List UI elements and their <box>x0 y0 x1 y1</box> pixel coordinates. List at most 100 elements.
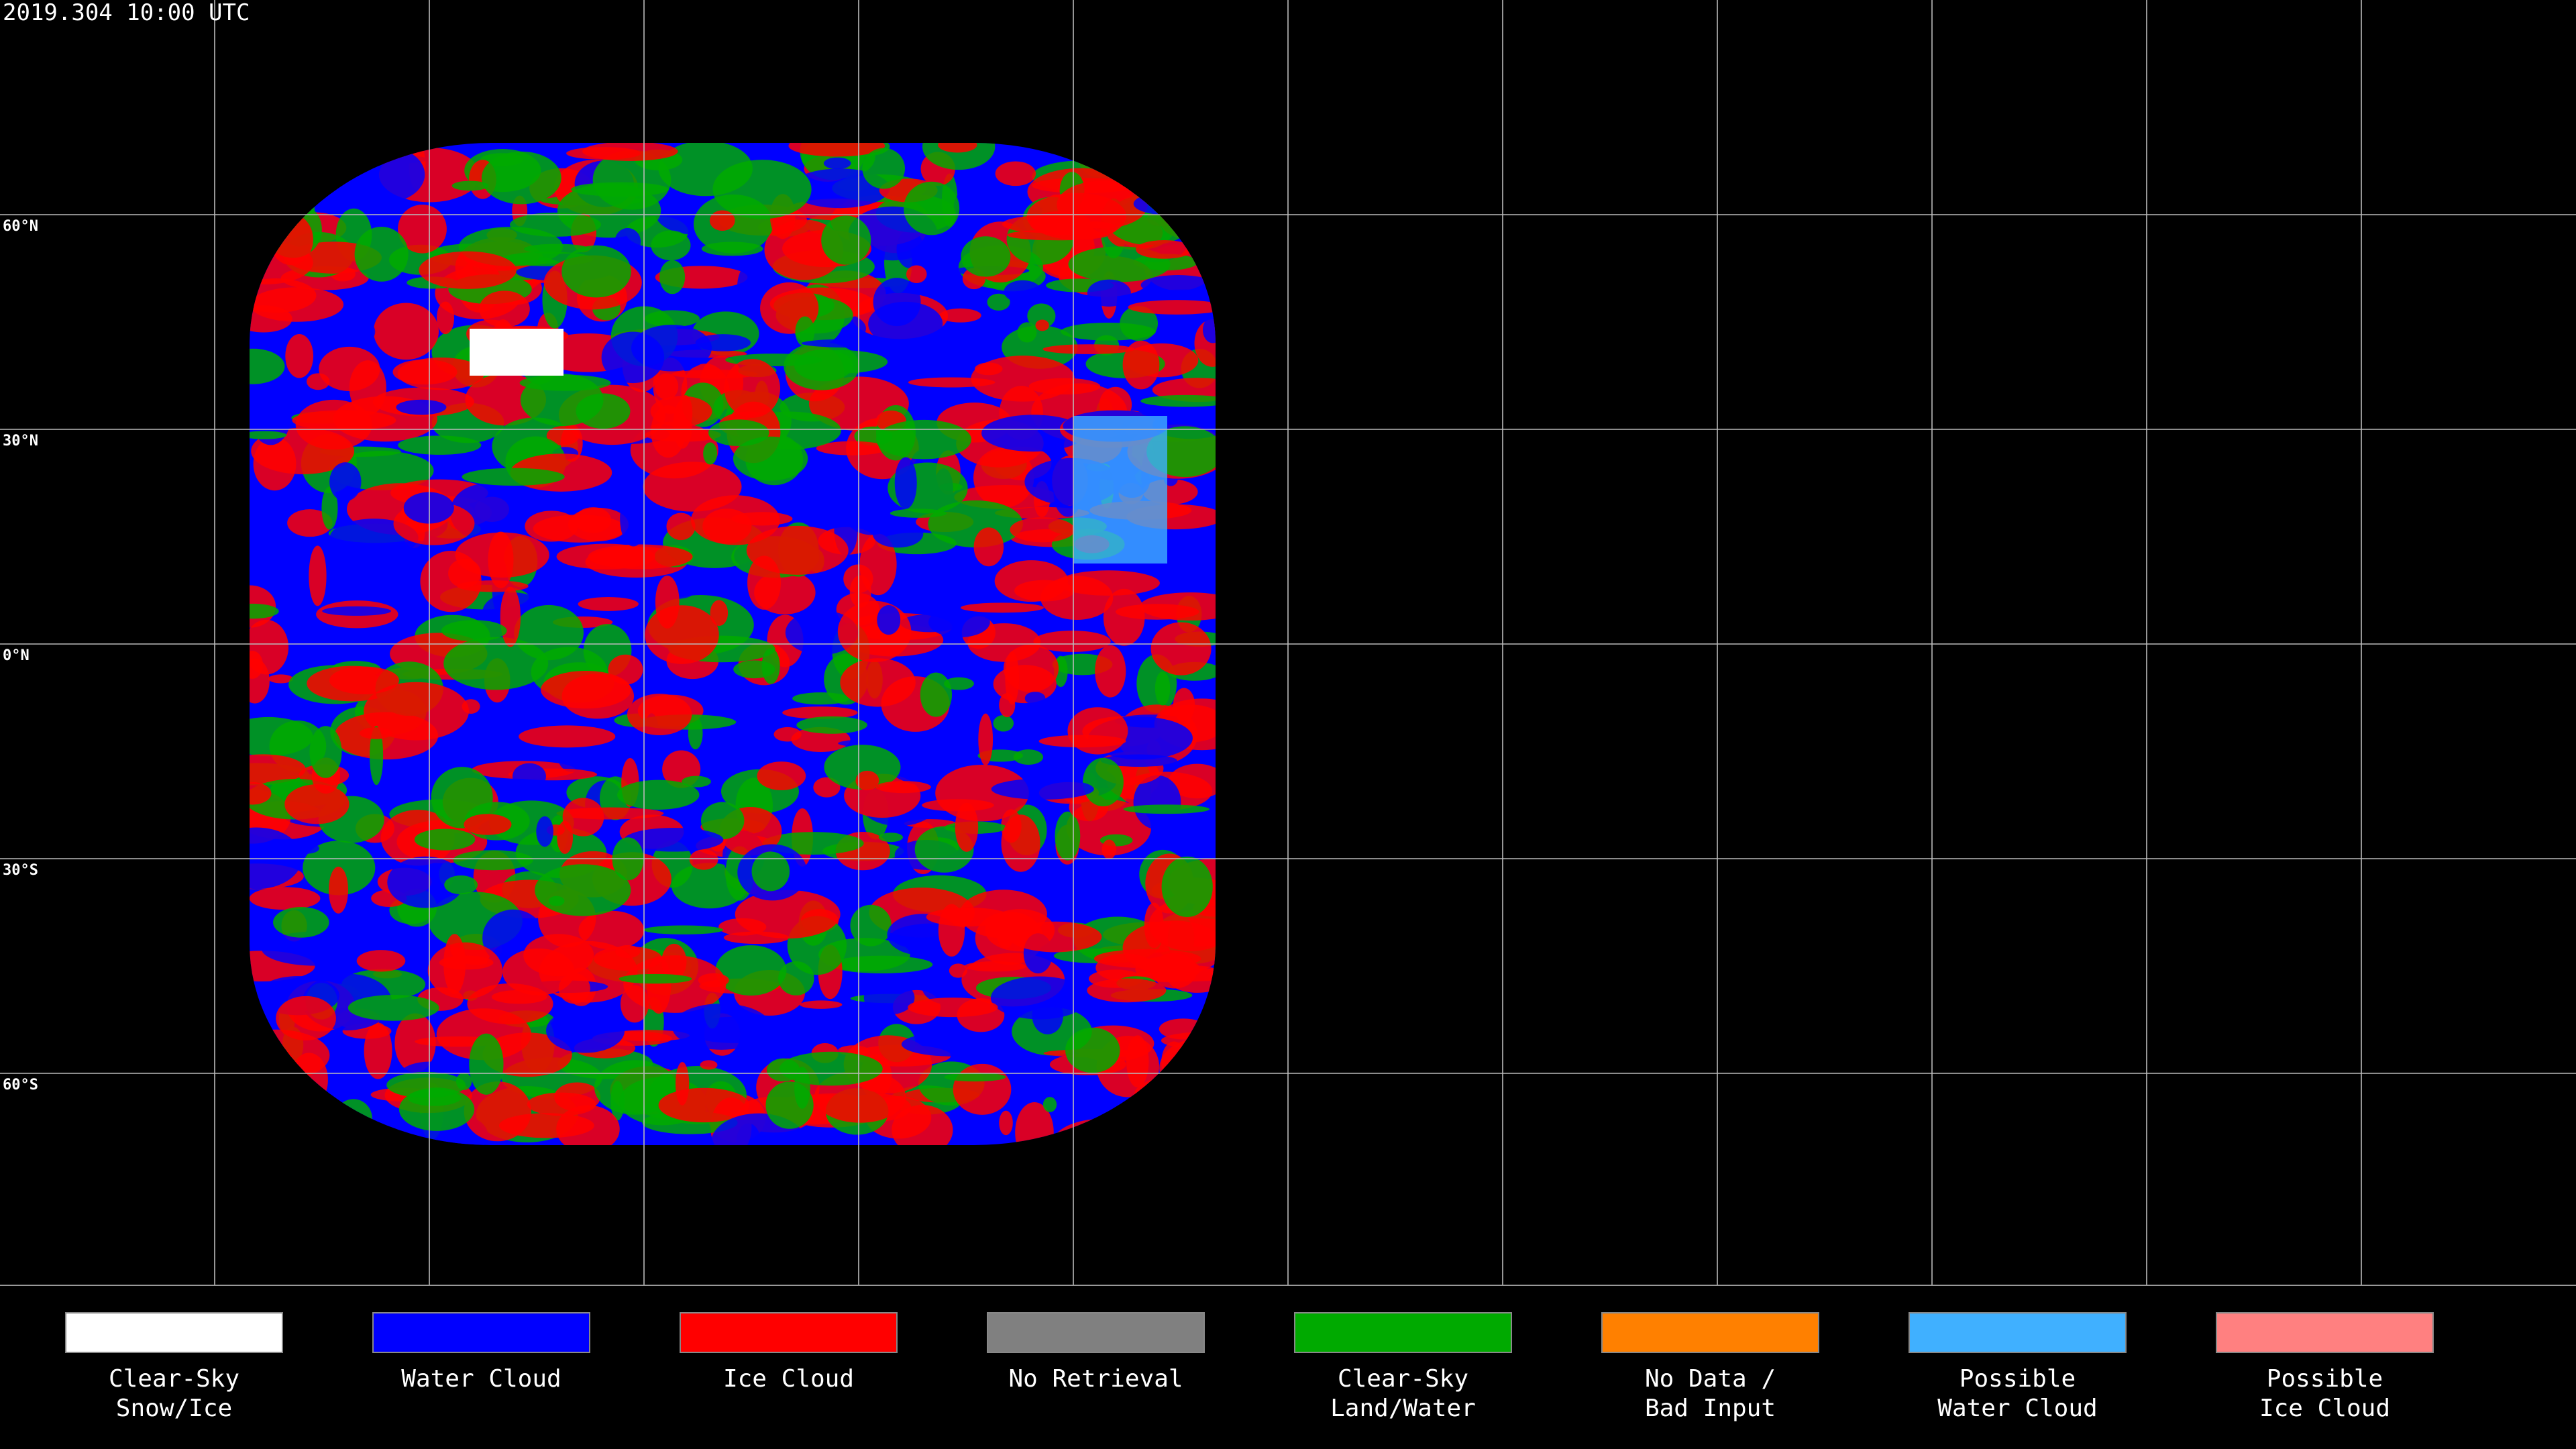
legend-label: Water Cloud <box>1937 1395 2097 1422</box>
cloud-patch <box>690 495 780 545</box>
cloud-patch <box>757 761 806 791</box>
cloud-patch <box>250 603 279 619</box>
cloud-patch <box>993 714 1014 732</box>
cloud-patch <box>782 706 858 719</box>
cloud-patch <box>689 849 718 870</box>
cloud-patch <box>593 946 663 971</box>
cloud-patch <box>790 168 890 209</box>
cloud-patch <box>900 614 959 633</box>
cloud-patch <box>356 950 406 972</box>
cloud-patch <box>347 995 439 1021</box>
cloud-patch <box>1008 921 1102 953</box>
cloud-patch <box>761 648 780 684</box>
cloud-patch <box>1073 861 1139 911</box>
cloud-patch <box>322 606 391 616</box>
cloud-patch <box>250 782 272 805</box>
cloud-patch <box>462 699 480 714</box>
legend-label: No Data / <box>1645 1365 1776 1393</box>
cloud-patch <box>926 907 1011 927</box>
cloud-patch <box>1102 839 1117 859</box>
cloud-patch <box>1003 644 1059 692</box>
cloud-patch <box>708 419 769 446</box>
cloud-patch <box>464 1081 531 1142</box>
cloud-patch <box>1010 517 1075 543</box>
cloud-patch <box>250 887 321 910</box>
cloud-patch <box>659 260 686 294</box>
cloud-patch <box>469 1033 504 1095</box>
cloud-patch <box>1065 1027 1120 1073</box>
cloud-patch <box>509 212 601 237</box>
cloud-patch <box>394 1013 436 1073</box>
cloud-patch <box>364 1022 392 1079</box>
cloud-patch <box>672 1003 771 1050</box>
legend-swatch <box>987 1312 1205 1353</box>
cloud-patch <box>1087 978 1167 1003</box>
cloud-patch <box>890 508 947 518</box>
cloud-patch <box>285 334 314 378</box>
cloud-patch <box>999 693 1016 718</box>
cloud-patch <box>328 866 349 914</box>
cloud-patch <box>265 564 317 576</box>
cloud-patch <box>601 331 665 384</box>
cloud-patch <box>556 1105 620 1145</box>
cloud-patch <box>351 321 376 343</box>
cloud-patch <box>849 575 871 608</box>
cloud-patch <box>536 816 553 847</box>
map-border <box>0 1285 2576 1286</box>
cloud-patch <box>1133 775 1181 830</box>
cloud-patch <box>939 308 981 323</box>
cloud-patch <box>908 998 998 1018</box>
cloud-patch <box>287 509 333 537</box>
cloud-patch <box>700 802 745 840</box>
cloud-patch <box>795 316 815 347</box>
cloud-patch <box>1136 239 1193 259</box>
cloud-patch <box>712 160 812 219</box>
legend-label: Possible <box>2267 1365 2383 1393</box>
legend-label: Ice Cloud <box>723 1365 854 1393</box>
cloud-patch <box>703 442 718 465</box>
cloud-patch <box>455 532 549 578</box>
cloud-patch <box>620 490 647 547</box>
cloud-patch <box>329 666 399 694</box>
cloud-patch <box>700 1060 718 1070</box>
cloud-patch <box>1038 735 1126 748</box>
cloud-patch <box>1150 622 1212 676</box>
cloud-patch <box>386 1072 466 1098</box>
cloud-patch <box>863 980 915 1015</box>
cloud-patch <box>710 600 729 627</box>
cloud-patch <box>733 436 808 481</box>
cloud-patch <box>1202 317 1216 343</box>
cloud-patch <box>414 828 476 851</box>
cloud-patch <box>250 658 270 704</box>
latitude-label: 30°S <box>3 862 38 879</box>
cloud-patch <box>643 925 724 934</box>
legend-label: Water Cloud <box>401 1365 561 1393</box>
cloud-patch <box>360 727 392 739</box>
cloud-patch <box>1126 1035 1149 1088</box>
cloud-patch <box>767 1058 800 1082</box>
cloud-patch <box>1123 804 1210 814</box>
cloud-patch <box>1073 221 1118 236</box>
latitude-labels: 60°N 30°N 0°N 30°S 60°S <box>3 218 38 1093</box>
cloud-patch <box>920 672 953 717</box>
cloud-patch <box>623 955 727 1013</box>
cloud-patch <box>588 544 693 570</box>
cloud-patch <box>813 777 841 798</box>
cloud-patch <box>1128 300 1216 315</box>
cloud-patch <box>855 770 879 791</box>
cloud-patch <box>901 1032 1004 1057</box>
cloud-patch <box>464 814 512 835</box>
cloud-patch <box>955 802 979 852</box>
cloud-patch <box>658 1087 750 1123</box>
cloud-patch <box>991 778 1094 800</box>
cloud-patch <box>443 934 466 994</box>
cloud-patch <box>527 1092 596 1116</box>
legend-label: Possible <box>1960 1365 2076 1393</box>
cloud-patch <box>321 486 338 530</box>
cloud-patch <box>1014 580 1075 602</box>
cloud-patch <box>709 210 735 231</box>
cloud-patch <box>273 907 329 938</box>
cloud-patch <box>462 468 565 486</box>
cloud-patch <box>801 339 899 348</box>
cloud-patch <box>1093 949 1201 969</box>
